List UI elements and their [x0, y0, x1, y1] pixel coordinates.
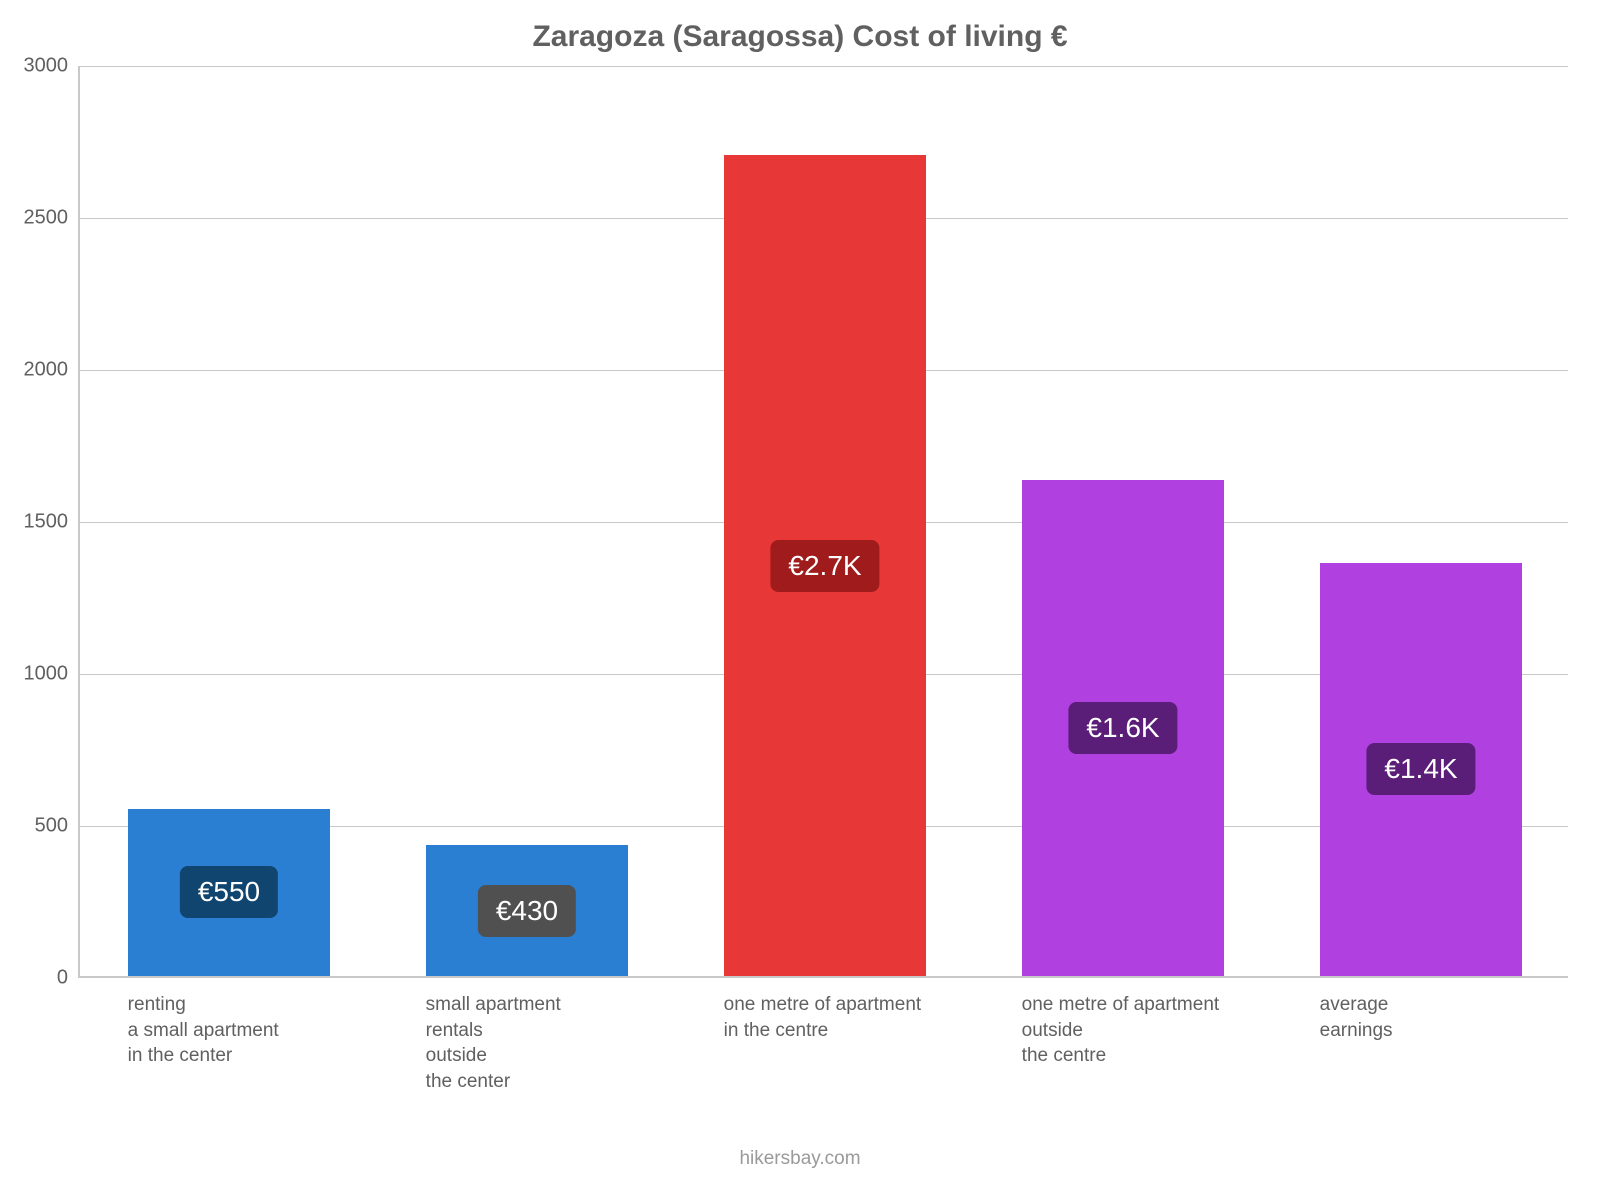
y-tick-label: 0	[57, 967, 68, 990]
y-tick-label: 2000	[24, 359, 69, 382]
plot-area: 050010001500200025003000€550renting a sm…	[78, 66, 1568, 978]
value-badge: €430	[478, 885, 576, 937]
x-category-label: small apartment rentals outside the cent…	[426, 992, 724, 1095]
y-tick-label: 2500	[24, 207, 69, 230]
value-badge: €1.4K	[1366, 743, 1475, 795]
bar: €1.6K	[1022, 480, 1225, 976]
gridline	[80, 66, 1568, 67]
bar: €430	[426, 845, 629, 976]
x-category-label: average earnings	[1320, 992, 1600, 1043]
y-tick-label: 500	[35, 815, 68, 838]
bar: €2.7K	[724, 155, 927, 976]
y-tick-label: 1500	[24, 511, 69, 534]
chart-footer: hikersbay.com	[0, 1148, 1600, 1170]
y-tick-label: 1000	[24, 663, 69, 686]
x-category-label: renting a small apartment in the center	[128, 992, 426, 1069]
value-badge: €2.7K	[770, 540, 879, 592]
chart-title: Zaragoza (Saragossa) Cost of living €	[0, 20, 1600, 54]
y-tick-label: 3000	[24, 55, 69, 78]
value-badge: €1.6K	[1068, 702, 1177, 754]
x-category-label: one metre of apartment outside the centr…	[1022, 992, 1320, 1069]
cost-of-living-chart: Zaragoza (Saragossa) Cost of living € 05…	[0, 0, 1600, 1200]
bar: €1.4K	[1320, 563, 1523, 976]
bar: €550	[128, 809, 331, 976]
value-badge: €550	[180, 866, 278, 918]
x-category-label: one metre of apartment in the centre	[724, 992, 1022, 1043]
